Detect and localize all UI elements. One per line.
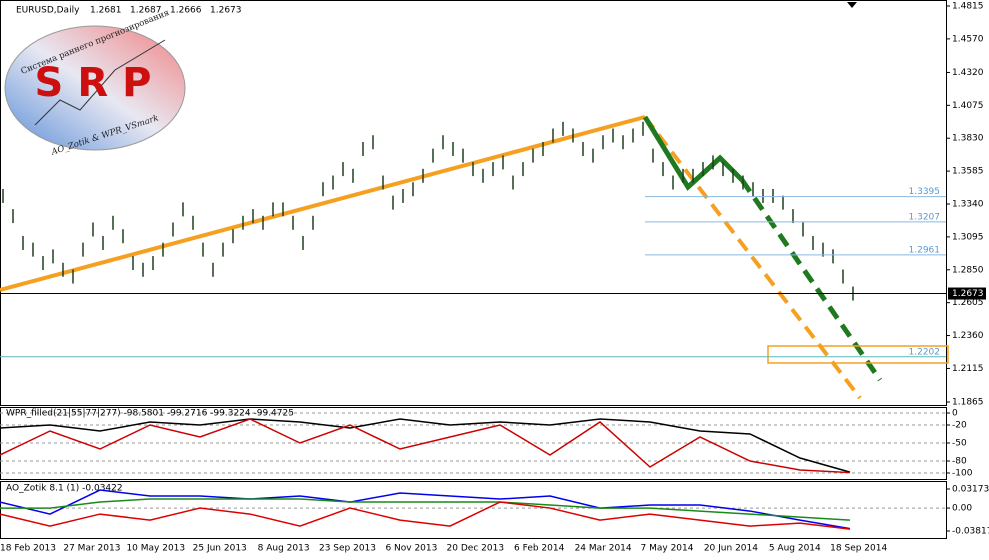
y-tick-label: 1.4570 bbox=[952, 34, 984, 44]
ohlc-value: 1.2673 bbox=[210, 6, 242, 16]
y-tick-label: 1.3585 bbox=[952, 167, 984, 177]
symbol: EURUSD,Daily bbox=[16, 6, 80, 16]
pattern-line bbox=[642, 115, 744, 191]
target-box bbox=[767, 345, 949, 364]
ohlc-value: 1.2681 bbox=[90, 6, 122, 16]
logo-arrow bbox=[34, 39, 166, 126]
x-tick-label: 24 Mar 2014 bbox=[575, 544, 632, 554]
ohlc-value: 1.2687 bbox=[130, 6, 162, 16]
x-tick-label: 27 Mar 2013 bbox=[63, 544, 120, 554]
current-price-label: 1.2673 bbox=[952, 289, 984, 299]
y-tick-label: -50 bbox=[952, 439, 967, 449]
fibo-label: 1.2961 bbox=[909, 245, 941, 255]
x-tick-label: 6 Feb 2014 bbox=[514, 544, 565, 554]
y-tick-label: 1.4320 bbox=[952, 68, 984, 78]
x-tick-label: 18 Feb 2013 bbox=[0, 544, 56, 554]
x-tick-label: 20 Jun 2014 bbox=[704, 544, 758, 554]
y-tick-label: 1.2605 bbox=[952, 298, 984, 308]
ao-panel bbox=[0, 481, 947, 539]
y-tick-label: -0.03817 bbox=[952, 527, 989, 537]
fibo-label: 1.2202 bbox=[909, 347, 941, 357]
y-tick-label: 1.4075 bbox=[952, 101, 984, 111]
indicator-line bbox=[0, 418, 851, 473]
indicator-title: AO_Zotik 8.1 (1) -0.03422 bbox=[6, 484, 123, 494]
y-tick-label: 1.2360 bbox=[952, 331, 984, 341]
price-panel bbox=[0, 0, 947, 406]
y-tick-label: 1.4815 bbox=[952, 2, 984, 12]
indicator-line bbox=[0, 418, 851, 474]
y-tick-label: 0 bbox=[952, 409, 958, 419]
indicator-line bbox=[0, 498, 851, 521]
x-tick-label: 6 Nov 2013 bbox=[385, 544, 437, 554]
x-tick-label: 8 Aug 2013 bbox=[258, 544, 310, 554]
x-tick-label: 25 Jun 2013 bbox=[193, 544, 247, 554]
y-tick-label: -100 bbox=[952, 469, 973, 479]
projection-line bbox=[643, 115, 862, 400]
analysis-drawings bbox=[0, 2, 949, 400]
y-tick-label: -20 bbox=[952, 421, 967, 431]
x-tick-label: 10 May 2013 bbox=[126, 544, 185, 554]
fibo-label: 1.3395 bbox=[909, 187, 941, 197]
ohlc-value: 1.2666 bbox=[170, 6, 202, 16]
x-tick-label: 20 Dec 2013 bbox=[447, 544, 505, 554]
fibo-label: 1.3207 bbox=[909, 212, 941, 222]
indicator-line bbox=[0, 489, 851, 530]
y-tick-label: 1.1865 bbox=[952, 398, 984, 408]
logo-ellipse bbox=[4, 25, 186, 151]
x-tick-label: 18 Sep 2014 bbox=[830, 544, 887, 554]
trend-line bbox=[0, 115, 646, 292]
y-tick-label: 1.3340 bbox=[952, 200, 984, 210]
x-tick-label: 23 Sep 2013 bbox=[319, 544, 376, 554]
logo-abbr: SRP bbox=[35, 60, 166, 106]
y-tick-label: 1.3830 bbox=[952, 134, 984, 144]
logo: SRP Система раннего прогнозирования AO_Z… bbox=[4, 8, 186, 158]
x-tick-label: 5 Aug 2014 bbox=[769, 544, 821, 554]
indicator-title: WPR_filled(21|55|77|277) -98.5801 -99.27… bbox=[6, 409, 294, 419]
y-tick-label: -80 bbox=[952, 457, 967, 467]
y-tick-label: 0.00 bbox=[952, 504, 972, 514]
current-price-box bbox=[948, 287, 986, 300]
shift-marker bbox=[847, 2, 857, 8]
y-tick-label: 1.2115 bbox=[952, 364, 984, 374]
ohlc-header: 1.2681 1.2687 1.2666 1.2673 bbox=[90, 6, 242, 16]
y-tick-label: 1.3095 bbox=[952, 232, 984, 242]
y-tick-label: 1.2850 bbox=[952, 265, 984, 275]
x-tick-label: 7 May 2014 bbox=[641, 544, 694, 554]
y-tick-label: 0.03173 bbox=[952, 485, 989, 495]
indicator-line bbox=[0, 501, 851, 530]
